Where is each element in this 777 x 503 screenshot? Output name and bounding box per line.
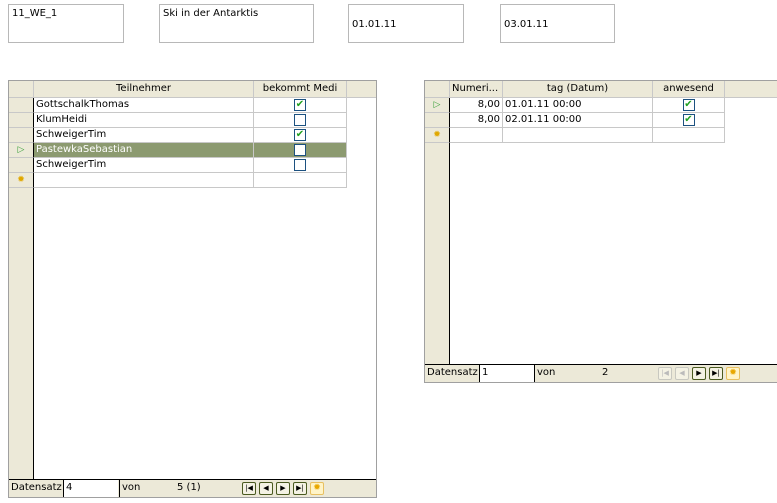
previous-record-button[interactable]: ◀ bbox=[675, 367, 689, 380]
checkmark-icon: ✔ bbox=[295, 129, 305, 140]
row-selector[interactable]: ▷ bbox=[9, 143, 34, 158]
number-value: 8,00 bbox=[477, 114, 500, 125]
row-selector[interactable]: ▷ bbox=[425, 98, 450, 113]
previous-record-button[interactable]: ◀ bbox=[259, 482, 273, 495]
medi-cell[interactable]: ✔ bbox=[254, 128, 347, 143]
record-label: Datensatz bbox=[427, 367, 478, 378]
record-navigator: Datensatz 4 von 5 (1) |◀ ◀ ▶ ▶| ✹ bbox=[9, 480, 376, 497]
participant-name: SchweigerTim bbox=[36, 159, 107, 170]
row-selector[interactable] bbox=[9, 128, 34, 143]
column-header-bekommt-medi[interactable]: bekommt Medi bbox=[254, 81, 347, 98]
checkbox[interactable] bbox=[294, 159, 306, 171]
first-record-button[interactable]: |◀ bbox=[242, 482, 256, 495]
last-record-button[interactable]: ▶| bbox=[709, 367, 723, 380]
record-label: Datensatz bbox=[11, 482, 62, 493]
table-row[interactable]: GottschalkThomas ✔ bbox=[9, 98, 347, 113]
first-record-button[interactable]: |◀ bbox=[658, 367, 672, 380]
checkbox[interactable]: ✔ bbox=[682, 114, 695, 126]
new-record-button[interactable]: ✹ bbox=[726, 367, 740, 380]
column-header-tag-datum[interactable]: tag (Datum) bbox=[503, 81, 653, 98]
table-row[interactable]: ▷ PastewkaSebastian bbox=[9, 143, 347, 158]
date-cell[interactable] bbox=[503, 128, 653, 143]
record-navigator: Datensatz 1 von 2 |◀ ◀ ▶ ▶| ✹ bbox=[425, 365, 777, 382]
record-total: 5 (1) bbox=[177, 482, 201, 493]
medi-cell[interactable] bbox=[254, 158, 347, 173]
medi-cell[interactable] bbox=[254, 173, 347, 188]
row-selector[interactable] bbox=[9, 98, 34, 113]
participant-name: SchweigerTim bbox=[36, 129, 107, 140]
record-total: 2 bbox=[602, 367, 609, 378]
table-row[interactable]: SchweigerTim ✔ bbox=[9, 128, 347, 143]
column-header-anwesend[interactable]: anwesend bbox=[653, 81, 725, 98]
participant-name: KlumHeidi bbox=[36, 114, 87, 125]
table-row[interactable]: KlumHeidi bbox=[9, 113, 347, 128]
attendance-cell[interactable]: ✔ bbox=[653, 113, 725, 128]
participant-name-cell[interactable]: SchweigerTim bbox=[34, 158, 254, 173]
medi-cell[interactable] bbox=[254, 143, 347, 158]
current-row-arrow-icon: ▷ bbox=[17, 145, 25, 155]
checkbox[interactable]: ✔ bbox=[294, 99, 306, 111]
checkbox[interactable] bbox=[294, 144, 306, 156]
participant-name: PastewkaSebastian bbox=[36, 144, 133, 155]
number-cell[interactable]: 8,00 bbox=[450, 98, 503, 113]
field-end-date[interactable]: 03.01.11 bbox=[500, 4, 615, 43]
next-record-button[interactable]: ▶ bbox=[692, 367, 706, 380]
participant-name-cell[interactable]: SchweigerTim bbox=[34, 128, 254, 143]
participant-name-cell[interactable]: KlumHeidi bbox=[34, 113, 254, 128]
checkbox[interactable]: ✔ bbox=[682, 99, 695, 111]
row-selector[interactable] bbox=[425, 113, 450, 128]
column-header-teilnehmer[interactable]: Teilnehmer bbox=[34, 81, 254, 98]
last-record-button[interactable]: ▶| bbox=[293, 482, 307, 495]
row-selector[interactable]: ✹ bbox=[425, 128, 450, 143]
field-start-date[interactable]: 01.01.11 bbox=[348, 4, 464, 43]
checkmark-icon: ✔ bbox=[295, 99, 305, 110]
new-row-icon: ✹ bbox=[17, 175, 25, 185]
participants-grid: Teilnehmer bekommt Medi GottschalkThomas… bbox=[8, 80, 377, 498]
current-row-arrow-icon: ▷ bbox=[433, 100, 441, 110]
date-value: 02.01.11 00:00 bbox=[505, 114, 582, 125]
new-record-button[interactable]: ✹ bbox=[310, 482, 324, 495]
column-header-numeri[interactable]: Numeri... bbox=[450, 81, 503, 98]
date-value: 01.01.11 00:00 bbox=[505, 99, 582, 110]
attendance-cell[interactable] bbox=[653, 128, 725, 143]
field-course-id[interactable]: 11_WE_1 bbox=[8, 4, 124, 43]
record-number-input[interactable]: 1 bbox=[479, 365, 534, 382]
number-cell[interactable]: 8,00 bbox=[450, 113, 503, 128]
row-selector[interactable] bbox=[9, 113, 34, 128]
date-cell[interactable]: 02.01.11 00:00 bbox=[503, 113, 653, 128]
table-row[interactable]: 8,00 02.01.11 00:00 ✔ bbox=[425, 113, 725, 128]
record-number-input[interactable]: 4 bbox=[63, 480, 118, 497]
row-selector[interactable]: ✹ bbox=[9, 173, 34, 188]
checkmark-icon: ✔ bbox=[684, 99, 693, 110]
new-row[interactable]: ✹ bbox=[9, 173, 347, 188]
number-cell[interactable] bbox=[450, 128, 503, 143]
of-label: von bbox=[119, 480, 140, 497]
attendance-cell[interactable]: ✔ bbox=[653, 98, 725, 113]
medi-cell[interactable] bbox=[254, 113, 347, 128]
participant-name-cell[interactable] bbox=[34, 173, 254, 188]
participant-name-cell[interactable]: GottschalkThomas bbox=[34, 98, 254, 113]
row-selector[interactable] bbox=[9, 158, 34, 173]
participant-name: GottschalkThomas bbox=[36, 99, 130, 110]
new-row-icon: ✹ bbox=[433, 130, 441, 140]
field-course-name[interactable]: Ski in der Antarktis bbox=[159, 4, 314, 43]
checkbox[interactable]: ✔ bbox=[294, 129, 306, 141]
medi-cell[interactable]: ✔ bbox=[254, 98, 347, 113]
participant-name-cell[interactable]: PastewkaSebastian bbox=[34, 143, 254, 158]
new-row[interactable]: ✹ bbox=[425, 128, 725, 143]
date-cell[interactable]: 01.01.11 00:00 bbox=[503, 98, 653, 113]
checkbox[interactable] bbox=[294, 114, 306, 126]
attendance-grid: Numeri... tag (Datum) anwesend ▷ 8,00 01.0… bbox=[424, 80, 777, 383]
table-row[interactable]: ▷ 8,00 01.01.11 00:00 ✔ bbox=[425, 98, 725, 113]
of-label: von bbox=[534, 365, 555, 382]
table-row[interactable]: SchweigerTim bbox=[9, 158, 347, 173]
number-value: 8,00 bbox=[477, 99, 500, 110]
next-record-button[interactable]: ▶ bbox=[276, 482, 290, 495]
checkmark-icon: ✔ bbox=[684, 114, 693, 125]
